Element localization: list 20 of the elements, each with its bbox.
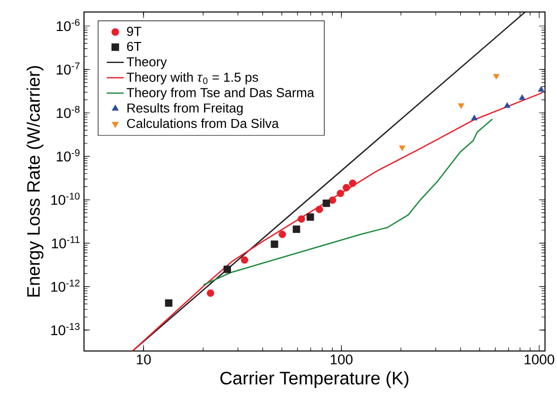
legend-label: Calculations from Da Silva xyxy=(127,118,279,128)
legend-label: 9T xyxy=(127,26,142,36)
y-tick-label: 10$^{-11}$ xyxy=(52,236,80,248)
y-tick-label: 10$^{-13}$ xyxy=(51,323,80,336)
legend-label: Results from Freitag xyxy=(127,103,243,116)
y-tick-label: 10$^{-12}$ xyxy=(51,280,80,292)
x-axis-title: Carrier Temperature (K) xyxy=(220,371,408,388)
y-tick-label: 10$^{-8}$ xyxy=(56,106,80,118)
legend-label: Theory from Tse and Das Sarma xyxy=(126,88,314,100)
legend-label: Theory with τ$_{0}$ = 1.5 ps xyxy=(126,72,258,84)
x-tick-label: 1000 xyxy=(524,354,554,364)
y-tick-label: 10$^{-9}$ xyxy=(56,149,80,162)
legend-label: 6T xyxy=(127,42,142,52)
y-axis-title: Energy Loss Rate (W/carrier) xyxy=(26,66,44,297)
y-tick-label: 10$^{-7}$ xyxy=(56,62,80,75)
x-tick-label: 100 xyxy=(330,354,352,364)
x-tick-label: 10 xyxy=(136,354,151,364)
legend-label: Theory xyxy=(126,56,167,70)
y-tick-label: 10$^{-10}$ xyxy=(51,192,80,205)
y-tick-label: 10$^{-6}$ xyxy=(56,18,80,32)
